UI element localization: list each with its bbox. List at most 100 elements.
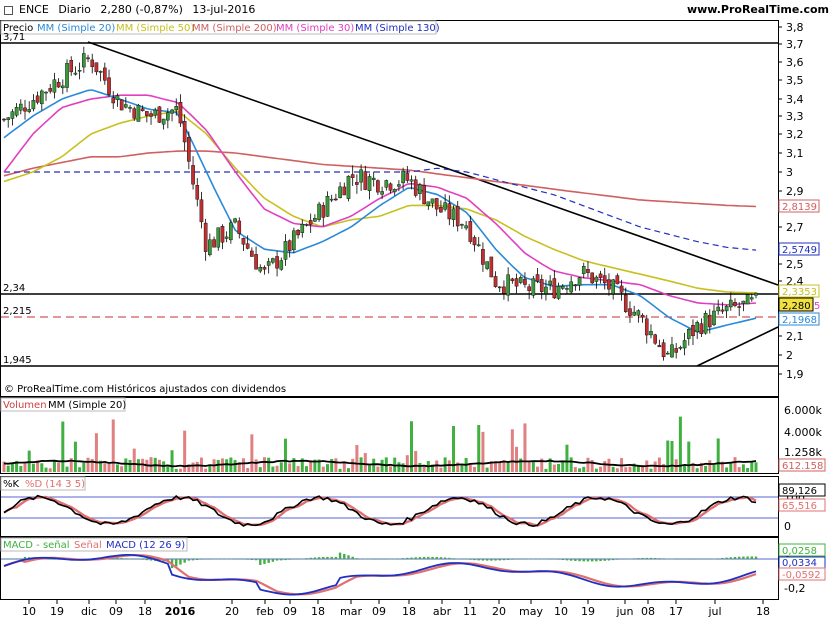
candle-body [346, 175, 351, 199]
macd-hist-bar [204, 559, 207, 560]
candle-body [397, 184, 401, 187]
candle-body [644, 318, 649, 336]
macd-hist-bar [511, 559, 514, 560]
candle-body [241, 237, 246, 245]
volume-bar [502, 460, 506, 472]
symbol-icon[interactable] [4, 5, 13, 15]
volume-bar [741, 464, 745, 472]
volume-bar [267, 457, 271, 472]
candle-body [602, 275, 607, 284]
volume-bar [611, 466, 615, 472]
period[interactable]: Diario [58, 3, 91, 16]
volume-bar [405, 455, 409, 472]
volume-bar [557, 463, 561, 472]
tag-sma200: 2,8139 [782, 202, 817, 213]
macd-hist-bar [225, 558, 228, 560]
macd-hist-bar [208, 559, 212, 560]
x-tick-label: feb [256, 605, 274, 618]
volume-bar [729, 463, 733, 472]
legend-volume-sma[interactable]: MM (Simple 20) [48, 400, 126, 411]
volume-bar [40, 463, 44, 472]
macd-hist-bar [347, 555, 350, 559]
candle-body [569, 281, 573, 293]
volume-bar [103, 463, 107, 472]
macd-hist-bar [212, 558, 216, 560]
candle-body [695, 322, 699, 333]
legend-volume[interactable]: Volumen [3, 400, 47, 411]
x-tick-label: 18 [756, 605, 770, 618]
volume-bar [36, 460, 40, 472]
candle-body [145, 111, 149, 116]
x-axis: 10 19 dic 09 18 2016 20 feb 09 18 mar 09 18 abr 11 20 ma… [22, 600, 770, 618]
macd-hist-bar [19, 559, 23, 560]
volume-bar [699, 462, 703, 472]
volume-bar [439, 467, 443, 472]
legend-d[interactable]: %D (14 3 5) [25, 479, 85, 490]
macd-hist-bar [145, 559, 149, 561]
price-tick-label: 2,7 [786, 221, 804, 234]
symbol[interactable]: ENCE [19, 3, 49, 16]
macd-hist-bar [133, 558, 136, 560]
x-tick-label: 09 [372, 605, 386, 618]
legend-sma200[interactable]: MM (Simple 200) [192, 23, 277, 34]
legend-sma20[interactable]: MM (Simple 20) [37, 23, 115, 34]
candle-body [737, 306, 741, 308]
macd-hist-bar [574, 559, 577, 561]
macd-hist-bar [238, 559, 241, 560]
volume-bar [515, 446, 519, 472]
macd-layer [1, 552, 778, 596]
volume-bar [19, 466, 23, 472]
candle-body [535, 274, 540, 282]
macd-hist-bar [607, 559, 611, 561]
x-tick-label: dic [81, 605, 97, 618]
candle-body [371, 177, 376, 181]
level-2-215: 2,215 [3, 306, 32, 317]
macd-hist-bar [481, 559, 485, 561]
macd-hist-bar [116, 557, 119, 559]
macd-hist-bar [536, 558, 539, 560]
x-tick-label: 17 [669, 605, 683, 618]
candle-body [279, 260, 284, 270]
candle-body [476, 244, 481, 247]
volume-bar [317, 459, 321, 472]
candle-body [485, 261, 489, 269]
legend-macd[interactable]: MACD (12 26 9) [106, 540, 185, 551]
legend-k[interactable]: %K [3, 479, 20, 490]
macd-hist-bar [267, 559, 270, 563]
x-tick-label: 10 [22, 605, 36, 618]
volume-bar [750, 460, 754, 472]
legend-sma50[interactable]: MM (Simple 50) [116, 23, 194, 34]
volume-bar [313, 459, 317, 472]
macd-hist-bar [250, 559, 254, 561]
macd-hist-bar [502, 559, 506, 561]
macd-hist-bar [259, 559, 262, 565]
candle-body [510, 278, 515, 281]
volume-bar [380, 459, 384, 472]
candle-body [707, 314, 712, 328]
site-link[interactable]: www.ProRealTime.com [686, 3, 829, 16]
macd-hist-bar [183, 559, 186, 563]
legend-precio[interactable]: Precio [3, 23, 33, 34]
volume-bar [241, 458, 245, 472]
legend-macd-hist[interactable]: MACD - señal [3, 540, 70, 551]
candle-body [430, 198, 435, 204]
volume-bar [346, 468, 350, 472]
legend-signal[interactable]: Señal [74, 540, 102, 551]
macd-hist-bar [280, 559, 283, 561]
candle-body [716, 306, 720, 312]
macd-hist-bar [389, 558, 392, 560]
candle-body [77, 70, 82, 72]
candle-body [682, 340, 687, 349]
macd-hist-bar [275, 559, 279, 561]
candle-body [472, 237, 477, 246]
legend-sma30[interactable]: MM (Simple 30) [276, 23, 354, 34]
volume-bar [481, 431, 485, 472]
candle-body [153, 109, 158, 116]
volume-bar [292, 458, 296, 472]
level-3-71: 3,71 [3, 32, 25, 43]
macd-hist-bar [7, 559, 10, 560]
macd-hist-bar [691, 559, 695, 560]
legend-sma130[interactable]: MM (Simple 130) [355, 23, 440, 34]
candle-body [52, 79, 57, 93]
